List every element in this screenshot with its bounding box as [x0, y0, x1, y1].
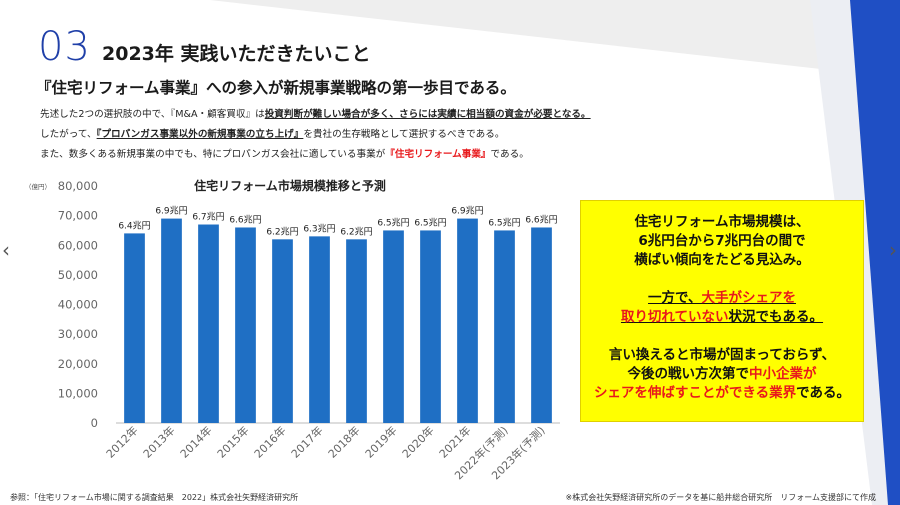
- x-tick-label: 2013年: [140, 423, 177, 460]
- x-tick-label: 2012年: [103, 423, 140, 460]
- body-line-2-emphasis: 『プロパンガス事業以外の新規事業の立ち上げ』: [96, 129, 304, 140]
- callout-red-text: 中小企業が: [749, 366, 817, 382]
- bar: [235, 227, 256, 423]
- data-label: 6.4兆円: [118, 220, 150, 231]
- body-line-3-tail: である。: [490, 149, 529, 160]
- data-label: 6.5兆円: [414, 217, 446, 228]
- chart-unit-label: （億円）: [25, 182, 51, 191]
- credit-note: ※株式会社矢野経済研究所のデータを基に船井総合研究所 リフォーム支援部にて作成: [565, 493, 876, 502]
- bar: [383, 230, 404, 423]
- x-tick-label: 2018年: [325, 423, 362, 460]
- y-tick-label: 80,000: [58, 179, 98, 193]
- section-number: 03: [38, 24, 91, 70]
- data-label: 6.6兆円: [229, 214, 261, 225]
- bar: [457, 218, 478, 423]
- bar: [420, 230, 441, 423]
- x-tick-label: 2020年: [399, 423, 436, 460]
- body-line-3-emphasis: 『住宅リフォーム事業』: [385, 149, 491, 160]
- body-line-2-tail: を貴社の生存戦略として選択するべきである。: [303, 129, 505, 140]
- bar: [309, 236, 330, 423]
- data-label: 6.2兆円: [340, 226, 372, 237]
- chart-title: 住宅リフォーム市場規模推移と予測: [194, 178, 386, 193]
- body-line-2: したがって、『プロパンガス事業以外の新規事業の立ち上げ』を貴社の生存戦略として選…: [40, 126, 504, 140]
- callout-line: 今後の戦い方次第で中小企業が: [581, 365, 863, 384]
- bar: [272, 239, 293, 423]
- callout-line: 取り切れていない状況でもある。: [581, 308, 863, 327]
- y-tick-label: 30,000: [58, 327, 98, 341]
- callout-line: 言い換えると市場が固まっておらず、: [608, 347, 836, 363]
- bar: [124, 233, 145, 423]
- market-size-chart: 0 10,000 20,000 30,000 40,000 50,000 60,000 70,…: [25, 178, 560, 482]
- summary-callout: 住宅リフォーム市場規模は、 6兆円台から7兆円台の間で 横ばい傾向をたどる見込み…: [580, 200, 864, 422]
- x-tick-label: 2019年: [362, 423, 399, 460]
- y-tick-label: 0: [91, 416, 98, 430]
- previous-slide-icon[interactable]: ‹: [2, 238, 10, 262]
- body-line-1: 先述した2つの選択肢の中で、『M&A・顧客買収』は投資判断が難しい場合が多く、さ…: [40, 106, 591, 120]
- callout-red-text: 大手がシェアを: [701, 290, 796, 306]
- callout-line: 一方で、大手がシェアを: [581, 289, 863, 308]
- data-label: 6.6兆円: [525, 214, 557, 225]
- callout-red-text: 取り切れていない: [620, 309, 729, 325]
- data-label: 6.9兆円: [451, 206, 483, 217]
- bar: [494, 230, 515, 423]
- data-label: 6.2兆円: [266, 226, 298, 237]
- body-line-2-text: したがって、: [40, 129, 97, 140]
- callout-line: 6兆円台から7兆円台の間で: [638, 233, 806, 249]
- y-tick-label: 60,000: [58, 238, 98, 252]
- x-tick-label: 2014年: [177, 423, 214, 460]
- lead-statement: 『住宅リフォーム事業』への参入が新規事業戦略の第一歩目である。: [36, 79, 516, 97]
- y-tick-label: 70,000: [58, 209, 98, 223]
- callout-text: である。: [796, 385, 851, 401]
- source-note: 参照：「住宅リフォーム市場に関する調査結果 2022」株式会社矢野経済研究所: [10, 493, 299, 502]
- x-tick-label: 2015年: [214, 423, 251, 460]
- data-label: 6.3兆円: [303, 223, 335, 234]
- slide-title: 2023年 実践いただきたいこと: [102, 43, 371, 65]
- y-tick-label: 50,000: [58, 268, 98, 282]
- callout-line: 住宅リフォーム市場規模は、: [634, 214, 810, 230]
- body-line-1-emphasis: 投資判断が難しい場合が多く、さらには実績に相当額の資金が必要となる。: [264, 109, 591, 120]
- body-line-1-text: 先述した2つの選択肢の中で、『M&A・顧客買収』は: [40, 109, 265, 120]
- callout-line: 横ばい傾向をたどる見込み。: [634, 252, 810, 268]
- data-label: 6.5兆円: [377, 217, 409, 228]
- body-line-3-text: また、数多くある新規事業の中でも、特にプロパンガス会社に適している事業が: [40, 149, 386, 160]
- callout-text: 状況でもある。: [728, 309, 824, 325]
- bar: [346, 239, 367, 423]
- callout-text: 今後の戦い方次第で: [627, 366, 750, 382]
- body-line-3: また、数多くある新規事業の中でも、特にプロパンガス会社に適している事業が『住宅リ…: [40, 146, 529, 160]
- x-tick-label: 2016年: [251, 423, 288, 460]
- bar: [198, 224, 219, 423]
- data-label: 6.9兆円: [155, 206, 187, 217]
- y-tick-label: 20,000: [58, 357, 98, 371]
- callout-text: 一方で、: [648, 290, 702, 306]
- data-label: 6.5兆円: [488, 217, 520, 228]
- bar: [531, 227, 552, 423]
- y-tick-label: 10,000: [58, 386, 98, 400]
- slide-header: 03 2023年 実践いただきたいこと: [38, 24, 371, 70]
- callout-red-text: シェアを伸ばすことができる業界: [593, 385, 797, 401]
- y-tick-label: 40,000: [58, 298, 98, 312]
- bar: [161, 218, 182, 423]
- x-tick-label: 2021年: [436, 423, 473, 460]
- data-label: 6.7兆円: [192, 212, 224, 223]
- next-slide-icon[interactable]: ›: [889, 238, 897, 262]
- callout-line: シェアを伸ばすことができる業界である。: [581, 384, 863, 403]
- x-tick-label: 2017年: [288, 423, 325, 460]
